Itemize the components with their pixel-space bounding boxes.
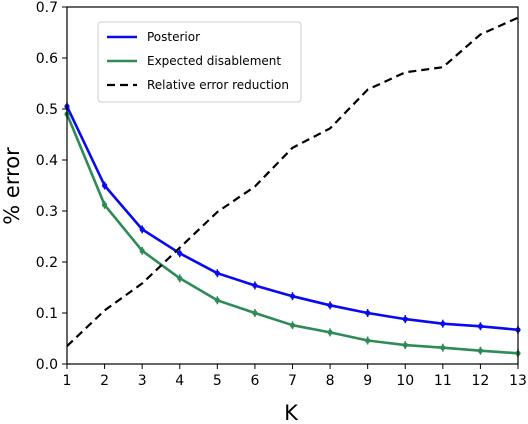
y-tick-label-2: 0.2: [36, 255, 58, 271]
data-point-1-2: [139, 248, 145, 254]
data-point-0-2: [139, 226, 145, 232]
data-point-0-3: [177, 250, 183, 256]
x-tick-label-7: 8: [326, 373, 335, 389]
x-tick-label-0: 1: [63, 373, 72, 389]
data-point-1-8: [365, 337, 371, 344]
y-tick-label-5: 0.5: [36, 102, 58, 118]
y-tick-label-7: 0.7: [36, 0, 58, 16]
legend-label-1: Expected disablement: [147, 54, 281, 68]
legend-label-2: Relative error reduction: [147, 78, 289, 92]
y-tick-label-6: 0.6: [36, 51, 58, 67]
data-point-1-9: [402, 342, 408, 348]
plot-area: 1 2 3 4 5 6 7 8 9 10 11 12 130.00.10.20.30.40.50.60.…: [36, 0, 527, 389]
data-point-0-1: [101, 182, 108, 189]
series-line-1: [65, 113, 519, 355]
x-tick-label-3: 4: [175, 373, 184, 389]
y-tick-label-4: 0.4: [36, 153, 58, 169]
y-tick-label-3: 0.3: [36, 204, 58, 220]
x-axis-label: K: [284, 401, 299, 424]
x-tick-label-12: 13: [509, 373, 527, 389]
y-tick-label-0: 0.0: [36, 357, 58, 373]
data-point-0-7: [327, 302, 333, 308]
data-point-0-6: [289, 293, 296, 299]
data-point-1-10: [440, 345, 446, 351]
legend-box: [97, 21, 302, 103]
x-tick-label-4: 5: [213, 373, 222, 389]
y-axis-label: % error: [0, 147, 24, 225]
x-tick-label-8: 9: [363, 373, 372, 389]
x-tick-label-9: 10: [396, 373, 414, 389]
data-point-1-6: [289, 322, 296, 328]
data-point-0-9: [402, 316, 408, 322]
y-tick-label-1: 0.1: [36, 306, 58, 322]
x-tick-label-1: 2: [100, 373, 109, 389]
data-point-0-10: [440, 321, 446, 327]
data-point-0-11: [477, 323, 484, 329]
data-point-0-5: [252, 282, 258, 289]
data-point-1-7: [327, 329, 333, 335]
data-point-1-11: [477, 348, 484, 354]
x-tick-label-10: 11: [434, 373, 452, 389]
series-line-2: [66, 16, 519, 347]
data-point-1-3: [177, 275, 183, 281]
x-tick-label-6: 7: [288, 373, 297, 389]
x-tick-label-11: 12: [472, 373, 490, 389]
legend-label-0: Posterior: [147, 30, 200, 44]
data-point-1-1: [101, 202, 108, 208]
data-point-1-5: [252, 310, 258, 316]
data-point-1-4: [214, 297, 220, 303]
x-tick-label-5: 6: [250, 373, 259, 389]
data-point-0-4: [214, 270, 220, 276]
data-point-0-8: [365, 310, 371, 316]
x-tick-label-2: 3: [138, 373, 147, 389]
